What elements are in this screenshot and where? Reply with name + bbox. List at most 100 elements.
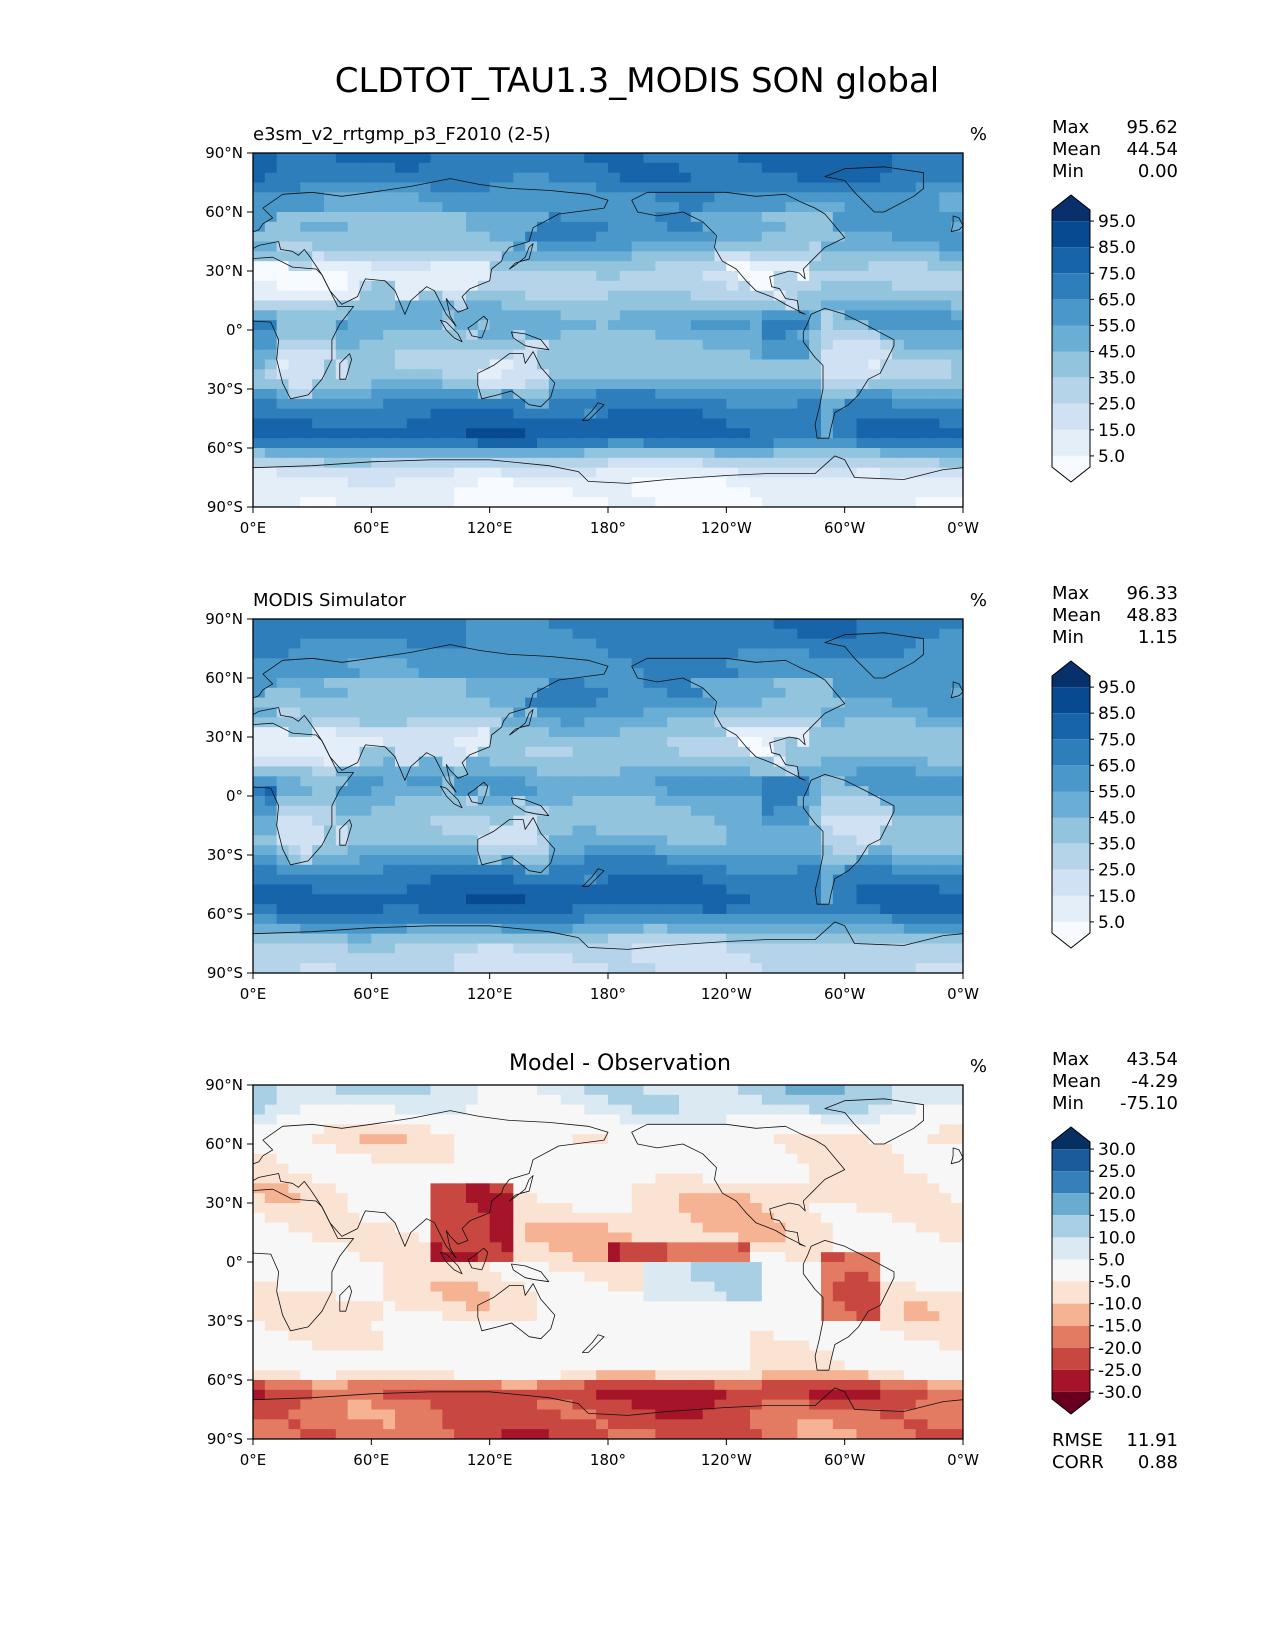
map-cell xyxy=(324,756,337,768)
map-cell xyxy=(619,914,633,925)
map-cell xyxy=(927,943,940,954)
map-cell xyxy=(324,894,337,905)
map-cell xyxy=(501,628,514,640)
map-cell xyxy=(312,251,325,262)
map-cell xyxy=(264,1134,278,1145)
map-cell xyxy=(714,1144,727,1155)
map-cell xyxy=(501,212,514,223)
map-cell xyxy=(844,487,858,498)
map-cell xyxy=(939,379,952,390)
map-cell xyxy=(750,648,763,659)
map-cell xyxy=(631,766,645,777)
map-cell xyxy=(868,389,881,400)
map-cell xyxy=(702,737,716,748)
map-cell xyxy=(856,943,869,954)
map-cell xyxy=(442,182,455,193)
map-cell xyxy=(750,717,763,728)
map-cell xyxy=(276,697,290,709)
map-cell xyxy=(253,339,266,351)
map-cell xyxy=(371,438,384,449)
map-cells xyxy=(253,153,963,507)
map-cell xyxy=(560,330,574,341)
map-cell xyxy=(288,221,301,233)
map-cell xyxy=(596,874,609,886)
map-cell xyxy=(430,628,443,640)
map-cell xyxy=(430,192,443,203)
map-cell xyxy=(643,835,656,846)
map-cell xyxy=(596,727,609,738)
map-cell xyxy=(572,923,585,935)
map-cell xyxy=(477,280,491,292)
map-cell xyxy=(525,379,538,390)
map-cell xyxy=(785,438,798,449)
map-cell xyxy=(738,1085,751,1096)
map-cell xyxy=(880,153,893,164)
map-cell xyxy=(525,300,538,311)
map-cell xyxy=(264,251,278,262)
map-cell xyxy=(738,290,751,302)
map-cell xyxy=(738,153,751,164)
map-cell xyxy=(324,658,337,669)
map-cell xyxy=(738,619,751,630)
map-cell xyxy=(489,884,503,895)
map-cell xyxy=(761,746,775,758)
map-cell xyxy=(442,221,455,233)
map-cell xyxy=(430,658,443,669)
map-cell xyxy=(537,963,550,973)
map-cell xyxy=(679,300,692,311)
map-cell xyxy=(773,786,787,797)
map-cell xyxy=(821,280,834,292)
map-cell xyxy=(939,707,952,718)
map-cell xyxy=(406,339,420,351)
map-cell xyxy=(501,884,514,895)
map-cell xyxy=(253,776,266,787)
map-cell xyxy=(264,668,278,679)
map-cell xyxy=(548,487,562,498)
map-cell xyxy=(667,746,680,758)
lat-tick-label: 90°N xyxy=(205,610,243,628)
map-cell xyxy=(525,1153,538,1165)
map-cell xyxy=(572,1144,585,1155)
map-cell xyxy=(454,874,467,886)
map-cell xyxy=(892,182,905,193)
map-cell xyxy=(797,231,810,243)
map-cell xyxy=(667,398,680,410)
map-cell xyxy=(951,271,963,282)
map-cell xyxy=(335,418,349,429)
lat-tick-label: 30°N xyxy=(205,728,243,746)
map-cell xyxy=(880,737,893,748)
map-cell xyxy=(667,1153,680,1165)
map-cell xyxy=(442,251,455,262)
map-cell xyxy=(288,261,301,272)
map-cell xyxy=(454,497,467,507)
map-cell xyxy=(880,300,893,311)
map-cell xyxy=(690,408,704,420)
map-cell xyxy=(631,448,645,459)
map-cell xyxy=(702,678,716,689)
map-cell xyxy=(655,923,668,935)
map-cell xyxy=(418,487,432,498)
coastline-namerica xyxy=(631,191,846,315)
coastline-japan xyxy=(509,709,534,736)
map-cell xyxy=(395,815,408,827)
map-cell xyxy=(406,1114,420,1125)
map-cell xyxy=(761,359,775,370)
map-cell xyxy=(892,953,905,964)
map-cell xyxy=(501,805,514,817)
map-cell xyxy=(679,923,692,935)
map-cell xyxy=(761,894,775,905)
map-cell xyxy=(560,707,574,718)
map-cell xyxy=(903,438,917,449)
map-cell xyxy=(537,320,550,331)
map-cell xyxy=(525,389,538,400)
map-cell xyxy=(371,707,384,718)
map-cell xyxy=(584,172,597,184)
map-cell xyxy=(750,855,763,866)
map-cell xyxy=(915,487,929,498)
map-cell xyxy=(690,855,704,866)
map-cell xyxy=(548,418,562,429)
map-cell xyxy=(347,241,361,252)
map-cell xyxy=(821,619,834,630)
map-cell xyxy=(525,628,538,640)
map-cell xyxy=(383,408,396,420)
